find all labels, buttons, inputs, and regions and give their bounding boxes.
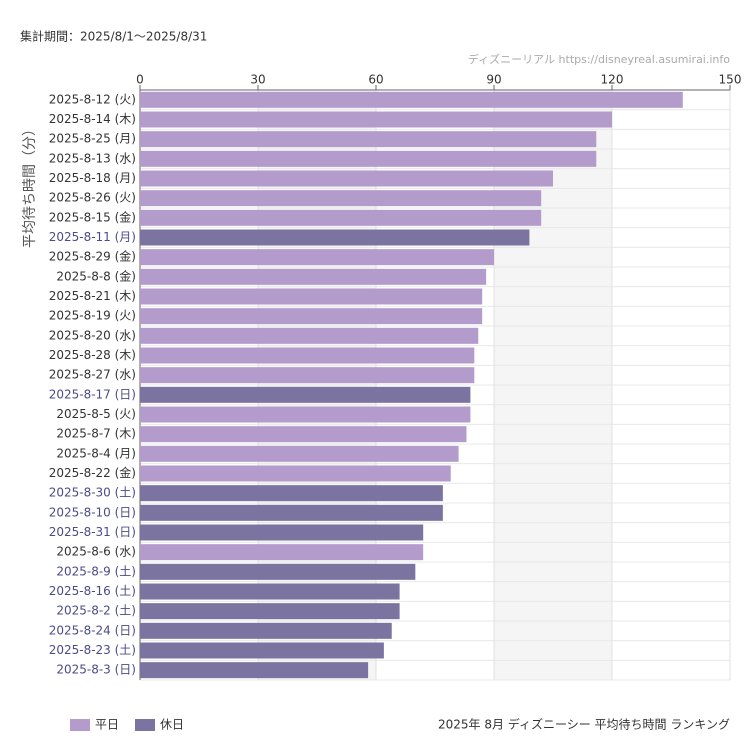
bar (140, 150, 597, 167)
x-tick-label: 60 (368, 73, 383, 87)
y-tick-label: 2025-8-25 (月) (49, 132, 136, 146)
x-tick-label: 150 (719, 73, 742, 87)
y-tick-label: 2025-8-5 (火) (56, 407, 136, 421)
bar (140, 190, 542, 207)
bar (140, 563, 416, 580)
bar (140, 288, 483, 305)
bar (140, 662, 369, 679)
y-tick-label: 2025-8-14 (木) (49, 112, 136, 126)
bar (140, 308, 483, 325)
bar (140, 524, 424, 541)
bar (140, 367, 475, 384)
y-axis-title: 平均待ち時間（分） (22, 122, 38, 248)
x-tick-label: 90 (486, 73, 501, 87)
legend-label: 休日 (160, 718, 184, 732)
y-tick-label: 2025-8-21 (木) (49, 289, 136, 303)
y-tick-label: 2025-8-28 (木) (49, 348, 136, 362)
y-tick-label: 2025-8-12 (火) (49, 92, 136, 106)
y-tick-label: 2025-8-4 (月) (56, 446, 136, 460)
legend-label: 平日 (95, 718, 119, 732)
source: ディズニーリアル https://disneyreal.asumirai.inf… (468, 52, 730, 66)
x-tick-label: 0 (136, 73, 144, 87)
bar (140, 445, 459, 462)
bar (140, 583, 400, 600)
y-tick-label: 2025-8-9 (土) (56, 564, 136, 578)
bar (140, 485, 443, 502)
y-tick-label: 2025-8-27 (水) (49, 368, 136, 382)
bar (140, 622, 392, 639)
y-tick-label: 2025-8-19 (火) (49, 309, 136, 323)
chart-title: 2025年 8月 ディズニーシー 平均待ち時間 ランキング (438, 717, 730, 732)
y-tick-label: 2025-8-6 (水) (56, 545, 136, 559)
bar (140, 426, 467, 443)
y-tick-label: 2025-8-15 (金) (49, 209, 136, 224)
y-tick-label: 2025-8-30 (土) (49, 486, 136, 500)
legend-swatch (70, 719, 90, 731)
bar (140, 406, 471, 423)
bar (140, 544, 424, 561)
x-tick-label: 120 (601, 73, 624, 87)
y-tick-label: 2025-8-31 (日) (49, 525, 136, 539)
y-tick-label: 2025-8-20 (水) (49, 328, 136, 342)
y-tick-label: 2025-8-23 (土) (49, 643, 136, 657)
period: 集計期間：2025/8/1〜2025/8/31 (20, 29, 207, 44)
y-tick-label: 2025-8-3 (日) (56, 663, 136, 677)
bar (140, 603, 400, 620)
bar (140, 249, 494, 266)
y-tick-label: 2025-8-26 (火) (49, 191, 136, 205)
y-tick-label: 2025-8-11 (月) (49, 230, 136, 244)
y-tick-label: 2025-8-13 (水) (49, 151, 136, 165)
y-tick-label: 2025-8-10 (日) (49, 505, 136, 519)
bar (140, 170, 553, 187)
y-tick-label: 2025-8-17 (日) (49, 387, 136, 401)
bar (140, 386, 471, 403)
x-tick-label: 30 (250, 73, 265, 87)
bar (140, 229, 530, 246)
bar (140, 268, 487, 285)
y-tick-label: 2025-8-29 (金) (49, 249, 136, 264)
bar (140, 347, 475, 364)
y-tick-label: 2025-8-18 (月) (49, 171, 136, 185)
bar (140, 642, 384, 659)
y-tick-label: 2025-8-8 (金) (56, 268, 136, 283)
y-tick-label: 2025-8-7 (木) (56, 427, 136, 441)
bar (140, 504, 443, 521)
bar (140, 131, 597, 148)
y-tick-label: 2025-8-24 (日) (49, 623, 136, 637)
bar (140, 91, 683, 108)
bar (140, 209, 542, 226)
y-tick-label: 2025-8-22 (金) (49, 465, 136, 480)
bar (140, 465, 451, 482)
bar (140, 111, 612, 128)
y-tick-label: 2025-8-2 (土) (56, 604, 136, 618)
y-tick-label: 2025-8-16 (土) (49, 584, 136, 598)
bar (140, 327, 479, 344)
legend-swatch (135, 719, 155, 731)
